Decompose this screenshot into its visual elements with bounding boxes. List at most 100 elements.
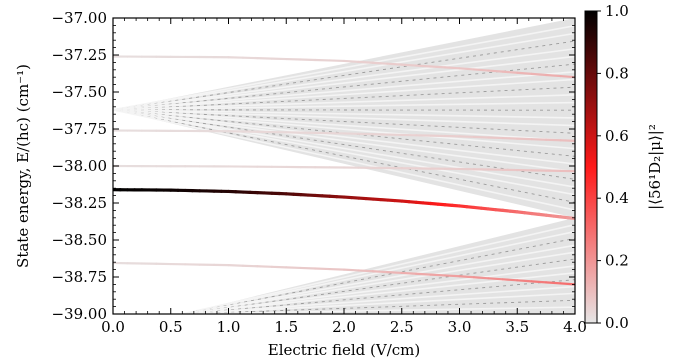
- colorbar-tick-label: 0.2: [605, 252, 629, 270]
- series-segment: [429, 273, 447, 277]
- y-tick-label: −37.50: [51, 83, 107, 101]
- manifold-line: [182, 244, 575, 314]
- series-segment: [357, 269, 374, 273]
- series-segment: [530, 72, 548, 77]
- series-segment: [458, 135, 476, 139]
- y-axis-label: State energy, E/(hc) (cm⁻¹): [14, 64, 32, 268]
- series-segment: [400, 63, 418, 67]
- y-tick-label: −38.50: [51, 231, 107, 249]
- series-segment: [545, 73, 562, 78]
- series-segment: [299, 266, 317, 270]
- y-tick-label: −37.25: [51, 46, 107, 64]
- colorbar-label: |⟨56¹D₂|μ⟩|²: [646, 124, 664, 210]
- colorbar-gradient: [584, 10, 598, 324]
- manifold-line: [113, 109, 575, 134]
- manifold-line: [182, 285, 575, 314]
- manifold-line: [182, 230, 575, 314]
- series-segment: [314, 267, 331, 271]
- series-segment: [501, 278, 519, 282]
- colorbar-ticks: 0.0 0.2 0.4 0.6 0.8 1.0: [597, 2, 629, 332]
- manifold-line: [113, 24, 575, 111]
- series-segment: [559, 139, 575, 142]
- series-segment: [429, 65, 447, 69]
- manifold-line: [182, 223, 575, 314]
- manifold-line: [113, 86, 575, 111]
- manifold-line: [182, 279, 575, 314]
- manifold-line: [113, 78, 575, 111]
- x-tick-label: 3.0: [448, 318, 472, 336]
- manifold-line: [113, 108, 575, 127]
- manifold-line: [113, 108, 575, 211]
- series-segment: [371, 270, 389, 274]
- manifold-line: [182, 258, 575, 314]
- series-segment: [487, 277, 504, 281]
- x-axis: 0.0 0.5 1.0 1.5 2.0 2.5 3.0 3.5 4.0: [101, 18, 587, 336]
- series-segment: [545, 138, 562, 142]
- series-segment: [545, 281, 562, 285]
- x-tick-label: 1.0: [217, 318, 241, 336]
- series-segment: [357, 60, 374, 64]
- colorbar-tick-label: 0.4: [605, 189, 629, 207]
- x-tick-label: 0.0: [101, 318, 125, 336]
- manifold-line: [113, 109, 575, 203]
- manifold-line: [182, 265, 575, 314]
- series-segment: [328, 267, 346, 271]
- series-segment: [566, 216, 575, 221]
- series-segment: [400, 271, 418, 275]
- x-axis-label: Electric field (V/cm): [268, 341, 420, 359]
- series-segment: [472, 68, 490, 72]
- manifold-line: [113, 108, 575, 119]
- series-segment: [270, 265, 288, 269]
- series-segment: [530, 138, 548, 141]
- x-tick-label: 4.0: [563, 318, 587, 336]
- series-segment: [458, 67, 476, 71]
- series-segment: [415, 64, 432, 68]
- series-segment: [241, 264, 259, 268]
- manifold-line: [182, 292, 575, 314]
- manifold-line: [113, 108, 575, 165]
- y-tick-label: −37.75: [51, 120, 107, 138]
- manifold-line: [113, 108, 575, 150]
- series-segment: [342, 268, 360, 272]
- x-tick-label: 2.0: [332, 318, 356, 336]
- colorbar-tick-label: 1.0: [605, 2, 629, 20]
- y-axis: −37.00 −37.25 −37.50 −37.75 −38.00 −38.25 −38.…: [51, 9, 575, 323]
- series-segment: [516, 71, 533, 75]
- y-tick-label: −38.00: [51, 157, 107, 175]
- series-0: [113, 188, 575, 221]
- series-2: [113, 55, 575, 79]
- y-tick-label: −37.00: [51, 9, 107, 27]
- series-segment: [487, 69, 504, 73]
- x-tick-label: 1.5: [274, 318, 298, 336]
- series-3: [113, 129, 575, 142]
- manifold-line: [113, 108, 575, 196]
- manifold-line: [113, 94, 575, 111]
- colorbar-tick-label: 0.0: [605, 314, 629, 332]
- series-layer: [113, 55, 575, 286]
- colorbar-tick-label: 0.8: [605, 64, 629, 82]
- colorbar-tick-label: 0.6: [605, 127, 629, 145]
- series-4: [113, 164, 575, 173]
- series-segment: [342, 59, 360, 63]
- series-1: [113, 261, 575, 286]
- manifold-line: [113, 40, 575, 111]
- series-segment: [516, 279, 533, 283]
- series-segment: [516, 137, 533, 141]
- series-segment: [472, 135, 490, 139]
- manifold-line: [113, 109, 575, 180]
- colorbar: 0.0 0.2 0.4 0.6 0.8 1.0 |⟨56¹D₂|μ⟩|²: [584, 2, 664, 332]
- series-segment: [530, 280, 548, 284]
- manifold-line: [113, 47, 575, 111]
- manifold-line: [182, 299, 575, 314]
- manifold-line: [182, 306, 575, 314]
- series-segment: [285, 266, 302, 270]
- series-segment: [443, 274, 461, 278]
- series-segment: [386, 270, 403, 275]
- manifold-line: [113, 108, 575, 142]
- x-tick-label: 0.5: [159, 318, 183, 336]
- x-tick-label: 3.5: [505, 318, 529, 336]
- series-segment: [458, 275, 476, 279]
- series-segment: [371, 61, 389, 65]
- series-segment: [487, 136, 504, 140]
